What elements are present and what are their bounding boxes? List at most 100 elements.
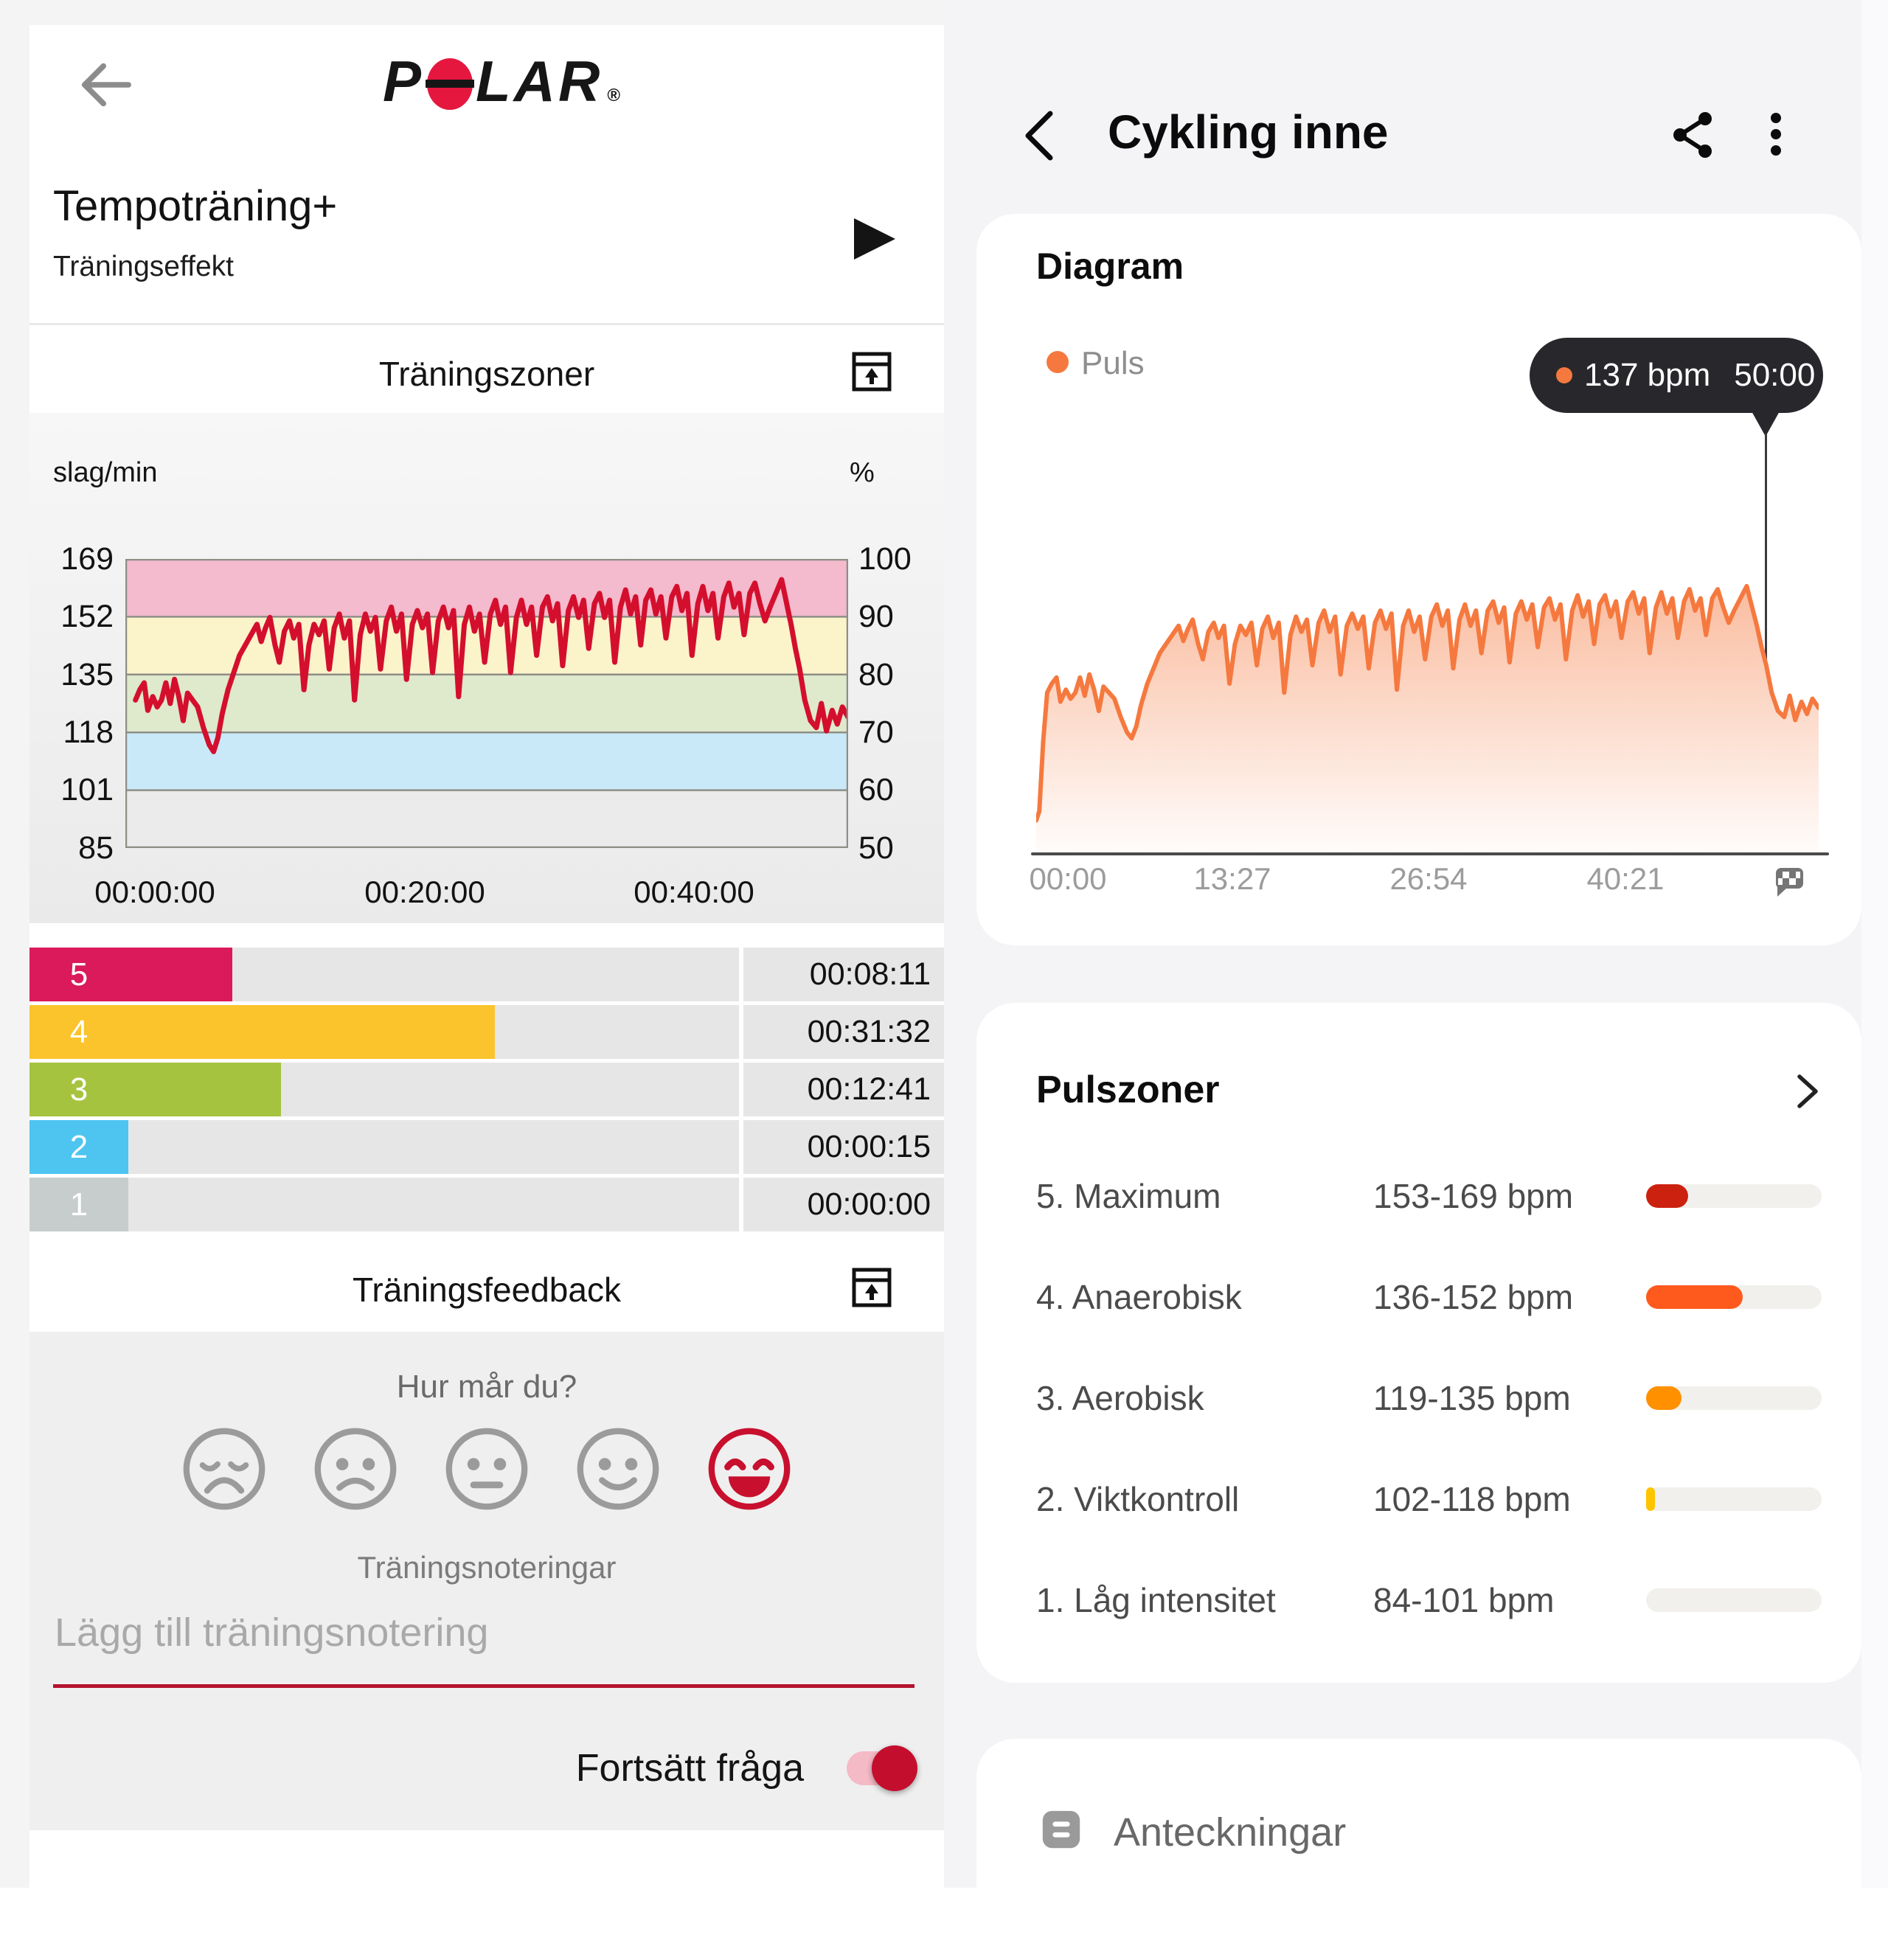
zone-progress-track — [1646, 1285, 1822, 1309]
zone-name: 1. Låg intensitet — [1036, 1581, 1276, 1619]
puls-legend-label: Puls — [1081, 345, 1145, 381]
zone-number-badge: 2 — [30, 1120, 128, 1174]
tooltip-bpm-value: 137 bpm — [1584, 357, 1711, 393]
pulse-zone-row-2: 2. Viktkontroll 102-118 bpm — [976, 1470, 1861, 1529]
expand-section-icon[interactable] — [850, 350, 894, 394]
y-tick-percent: 100 — [858, 541, 912, 577]
section-title-feedback: Träningsfeedback — [353, 1271, 621, 1309]
notes-card[interactable]: Anteckningar — [976, 1739, 1861, 1960]
zone-time-value: 00:31:32 — [743, 1005, 944, 1059]
zone-range: 102-118 bpm — [1373, 1480, 1571, 1518]
x-tick-time: 00:00:00 — [94, 875, 215, 909]
zone-number-badge: 3 — [30, 1063, 128, 1116]
mood-neutral-icon[interactable] — [440, 1422, 534, 1516]
zone-time-value: 00:08:11 — [743, 948, 944, 1001]
y-tick-percent: 70 — [858, 715, 894, 750]
mood-selector — [30, 1422, 944, 1516]
back-arrow-icon[interactable] — [78, 60, 134, 109]
polar-logo-lar: LAR — [476, 48, 603, 114]
mood-very-sad-icon[interactable] — [177, 1422, 271, 1516]
zone-bar-track — [128, 1178, 739, 1231]
back-chevron-icon[interactable] — [1018, 108, 1062, 164]
tooltip-pointer — [1751, 410, 1780, 437]
polar-logo-p: P — [382, 48, 425, 114]
polar-app-surface: P LAR ® Tempoträning+ Träningseffekt Träni… — [30, 25, 944, 1888]
zone-name: 4. Anaerobisk — [1036, 1278, 1242, 1316]
zone-progress-fill — [1646, 1184, 1689, 1208]
workout-subtitle: Träningseffekt — [53, 251, 234, 282]
y-tick-bpm: 85 — [78, 830, 114, 866]
y-tick-bpm: 118 — [63, 715, 114, 750]
zone-row-5: 5 00:08:11 — [30, 948, 944, 1001]
zone-row-1: 1 00:00:00 — [30, 1178, 944, 1231]
zone-row-2: 2 00:00:15 — [30, 1120, 944, 1174]
zone-bar-track — [128, 1005, 739, 1059]
keep-asking-label: Fortsätt fråga — [575, 1747, 804, 1790]
zone-number-badge: 1 — [30, 1178, 128, 1231]
zone-time-value: 00:00:00 — [743, 1178, 944, 1231]
zone-range: 84-101 bpm — [1373, 1581, 1555, 1619]
chevron-right-icon[interactable] — [1791, 1071, 1823, 1112]
notes-icon — [1042, 1810, 1080, 1849]
chart-tooltip: 137 bpm 50:00 — [1530, 338, 1823, 413]
polar-app-screen: P LAR ® Tempoträning+ Träningseffekt Träni… — [0, 0, 944, 1888]
polar-logo-o-icon — [426, 58, 475, 110]
expand-section-icon[interactable] — [850, 1265, 894, 1310]
zone-bar-track — [128, 1063, 739, 1116]
samsung-health-screen: Cykling inne Diagram Puls 137 bpm 50:00 — [944, 0, 1888, 1960]
y-axis-unit-left: slag/min — [53, 457, 158, 488]
screen-edge — [1861, 0, 1888, 1888]
zone-range: 153-169 bpm — [1373, 1177, 1574, 1215]
tooltip-dot-icon — [1556, 367, 1572, 383]
section-title-zones: Träningszoner — [378, 355, 595, 393]
play-button[interactable] — [854, 218, 895, 260]
diagram-card: Diagram Puls 137 bpm 50:00 00:00 — [976, 214, 1861, 945]
activity-title: Cykling inne — [1108, 105, 1389, 159]
y-tick-bpm: 152 — [60, 599, 114, 634]
share-icon[interactable] — [1667, 108, 1720, 161]
heart-rate-area-chart-svg — [1036, 583, 1819, 854]
zone-progress-fill — [1646, 1386, 1682, 1410]
tooltip-crosshair-line — [1765, 434, 1767, 666]
y-tick-percent: 50 — [858, 830, 894, 866]
training-notes-label: Träningsnoteringar — [357, 1550, 617, 1585]
pulse-zones-card[interactable]: Pulszoner 5. Maximum 153-169 bpm 4. Anae… — [976, 1003, 1861, 1683]
zone-progress-track — [1646, 1184, 1822, 1208]
zone-bar-fill — [128, 948, 232, 1001]
keep-asking-row: Fortsätt fråga — [30, 1745, 917, 1791]
zone-duration-list: 5 00:08:11 4 00:31:32 3 00:12:41 2 — [30, 948, 944, 1235]
pulse-zone-row-4: 4. Anaerobisk 136-152 bpm — [976, 1268, 1861, 1327]
training-zones-chart-panel: slag/min % 169 152 135 118 101 85 100 90… — [30, 413, 944, 923]
zone-progress-fill — [1646, 1285, 1743, 1309]
heart-rate-zone-chart-svg — [125, 559, 848, 848]
keep-asking-toggle[interactable] — [847, 1745, 917, 1791]
registered-mark: ® — [607, 86, 621, 105]
input-underline — [53, 1684, 914, 1688]
tooltip-time-value: 50:00 — [1734, 357, 1816, 393]
training-note-input[interactable] — [53, 1609, 904, 1656]
polar-logo: P LAR ® — [295, 48, 708, 114]
zone-name: 2. Viktkontroll — [1036, 1480, 1240, 1518]
zone-progress-fill — [1646, 1487, 1655, 1511]
x-tick-time: 00:00 — [1029, 861, 1107, 896]
divider — [739, 948, 743, 1001]
y-tick-bpm: 135 — [60, 657, 114, 692]
heart-rate-area-chart[interactable] — [1036, 575, 1819, 854]
y-axis-unit-right: % — [850, 457, 875, 488]
notes-label: Anteckningar — [1114, 1810, 1347, 1855]
mood-sad-icon[interactable] — [308, 1422, 403, 1516]
more-options-icon[interactable] — [1749, 108, 1802, 161]
feedback-panel: Hur mår du? — [30, 1332, 944, 1830]
divider — [739, 1178, 743, 1231]
pulse-zone-row-3: 3. Aerobisk 119-135 bpm — [976, 1369, 1861, 1428]
zone-number-badge: 5 — [30, 948, 128, 1001]
zone-range: 136-152 bpm — [1373, 1278, 1574, 1316]
mood-happy-icon[interactable] — [571, 1422, 665, 1516]
zone-time-value: 00:12:41 — [743, 1063, 944, 1116]
mood-very-happy-icon[interactable] — [702, 1422, 796, 1516]
y-tick-percent: 90 — [858, 599, 894, 634]
chart-baseline — [1031, 852, 1829, 855]
zone-progress-track — [1646, 1588, 1822, 1612]
zone-name: 5. Maximum — [1036, 1177, 1221, 1215]
x-tick-time: 26:54 — [1389, 861, 1468, 896]
